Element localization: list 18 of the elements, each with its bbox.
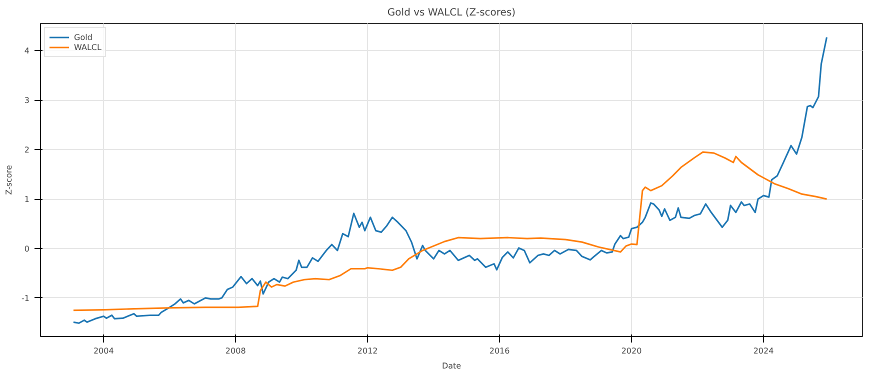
- legend-label: Gold: [74, 32, 94, 42]
- x-tick-label: 2008: [225, 346, 246, 356]
- legend-label: WALCL: [74, 42, 102, 52]
- x-tick-label: 2024: [753, 346, 774, 356]
- x-tick-label: 2004: [93, 346, 114, 356]
- x-tick-label: 2016: [489, 346, 510, 356]
- x-axis-title: Date: [442, 362, 462, 370]
- x-tick-label: 2020: [621, 346, 642, 356]
- x-tick-label: 2012: [357, 346, 378, 356]
- y-tick-label: 4: [24, 46, 30, 56]
- y-tick-label: 3: [24, 96, 30, 106]
- y-tick-label: 0: [24, 244, 30, 254]
- y-tick-label: -1: [22, 294, 30, 303]
- chart-title: Gold vs WALCL (Z-scores): [387, 8, 516, 18]
- y-tick-label: 2: [24, 146, 30, 155]
- y-tick-label: 1: [24, 195, 30, 204]
- line-series: [72, 151, 828, 312]
- y-axis-title: Z-score: [4, 165, 14, 195]
